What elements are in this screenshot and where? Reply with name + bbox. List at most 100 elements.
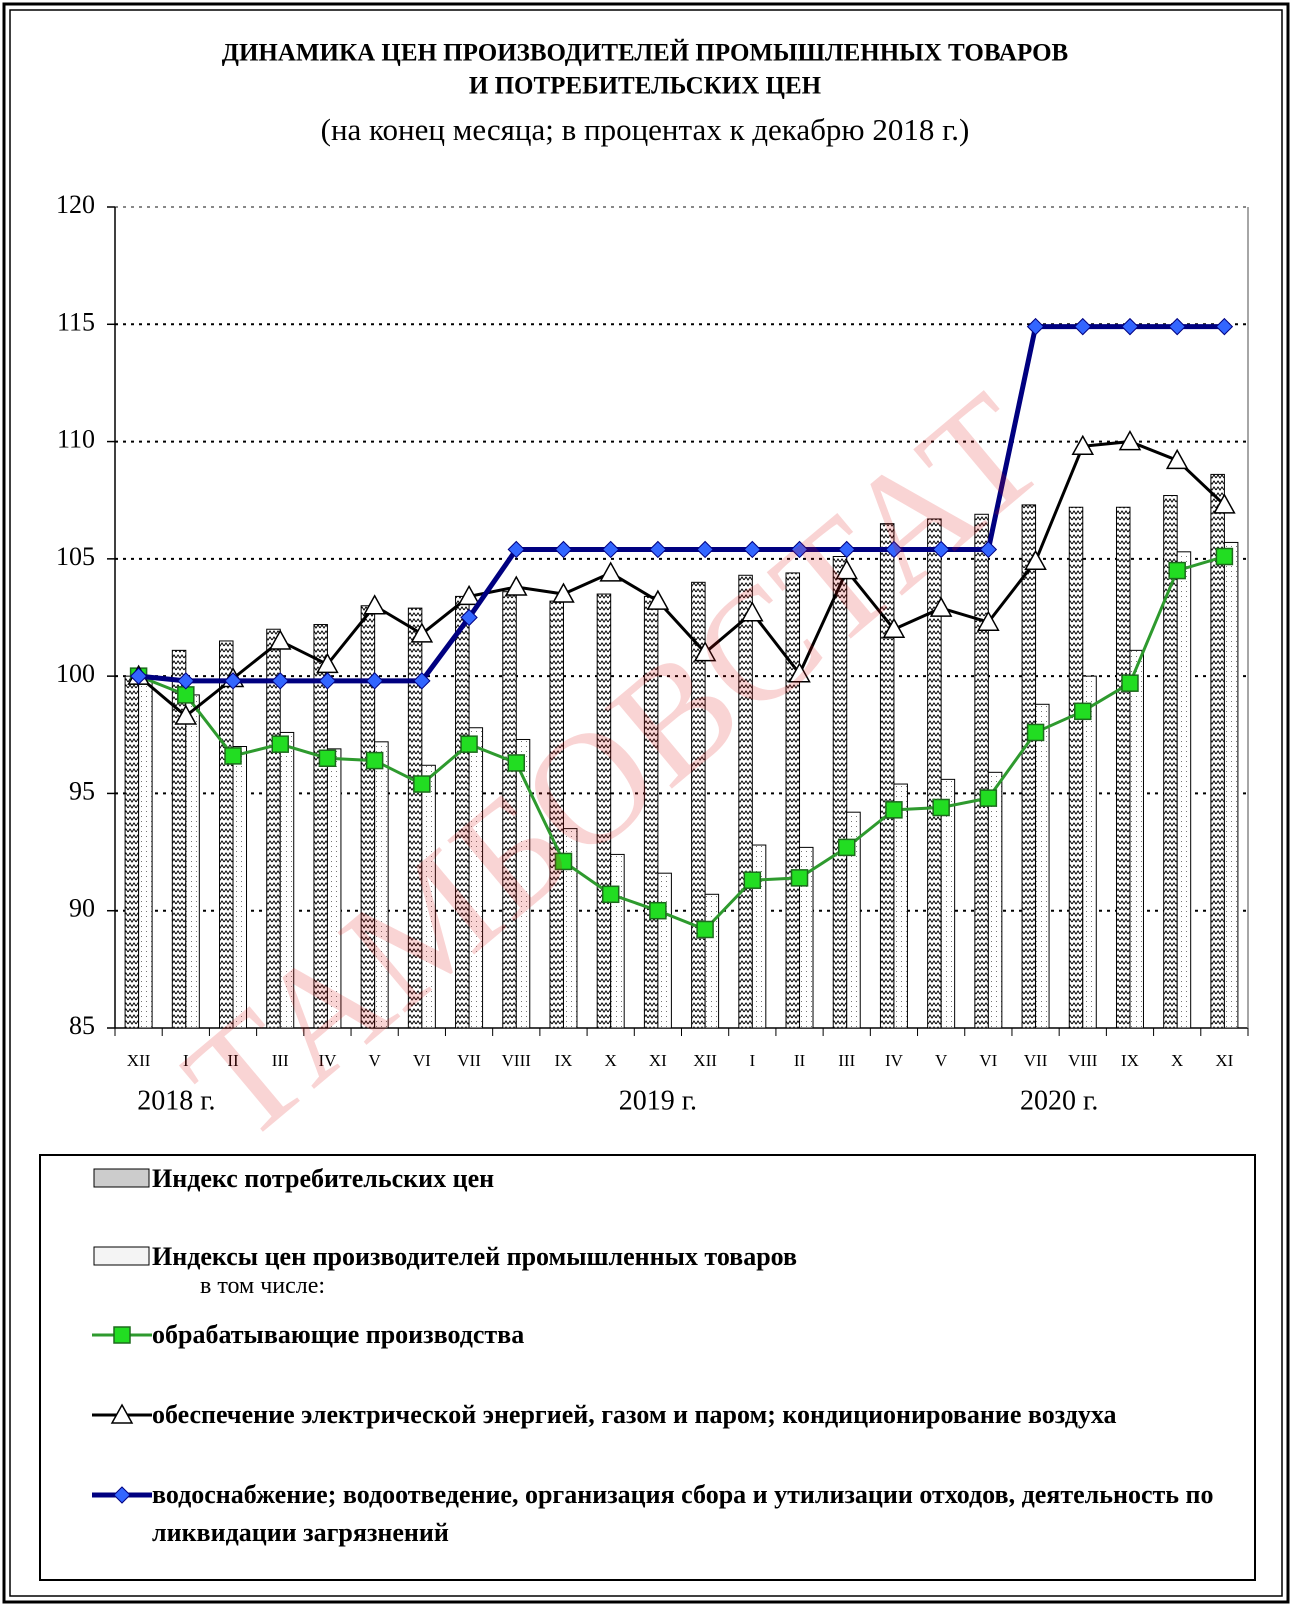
marker (693, 641, 717, 662)
x-tick-label: XI (1215, 1051, 1233, 1070)
bar (704, 893, 720, 1029)
legend-item: водоснабжение; водоотведение, организаци… (92, 1476, 1242, 1552)
legend-label: обрабатывающие производства (152, 1320, 525, 1349)
bar (927, 518, 942, 1029)
legend-item: Индексы цен производителей промышленных … (92, 1238, 1242, 1276)
bar (691, 581, 706, 1029)
bar (279, 731, 295, 1029)
y-tick-label: 120 (56, 190, 95, 219)
marker (271, 672, 289, 690)
marker (601, 540, 620, 559)
x-tick-label: V (369, 1051, 382, 1070)
bar (846, 811, 861, 1029)
x-tick-label: VI (413, 1051, 431, 1070)
marker (174, 704, 198, 725)
y-tick-label: 95 (69, 776, 95, 805)
marker (1026, 317, 1045, 336)
bar (1082, 675, 1097, 1029)
marker (979, 540, 998, 559)
marker (504, 575, 528, 596)
marker (1215, 547, 1234, 566)
bar (785, 572, 801, 1029)
marker (413, 775, 431, 793)
bar (940, 778, 956, 1029)
marker (929, 596, 953, 617)
marker (271, 735, 289, 753)
marker (507, 754, 526, 772)
legend-swatch (93, 1246, 150, 1266)
marker (932, 798, 950, 817)
chart-title: ДИНАМИКА ЦЕН ПРОИЗВОДИТЕЛЕЙ ПРОМЫШЛЕННЫХ… (222, 39, 1068, 67)
legend-swatch (92, 1403, 152, 1424)
marker (129, 667, 148, 685)
bar (596, 593, 612, 1029)
bar (219, 640, 234, 1029)
marker (413, 672, 431, 690)
x-tick-label: II (227, 1051, 239, 1070)
marker (1165, 448, 1189, 470)
marker (649, 901, 667, 920)
bar (1176, 551, 1192, 1029)
x-tick-label: III (838, 1051, 855, 1070)
marker (977, 610, 1000, 631)
legend-swatch (93, 1168, 150, 1188)
legend-item: обрабатывающие производства (92, 1316, 1242, 1354)
bar (1129, 649, 1144, 1029)
x-tick-label: VIII (502, 1051, 532, 1070)
marker (1213, 493, 1236, 514)
bar (374, 741, 389, 1029)
bar (879, 523, 895, 1029)
legend-label: Индекс потребительских цен (152, 1164, 495, 1193)
marker (363, 594, 386, 615)
legend-item: Индекс потребительских цен (92, 1160, 1242, 1198)
y-tick-label: 110 (57, 425, 95, 454)
marker (1168, 317, 1186, 336)
y-tick-label: 90 (69, 894, 95, 923)
bar (987, 771, 1003, 1029)
x-tick-label: IV (885, 1051, 904, 1070)
marker (979, 789, 998, 807)
x-tick-label: VII (457, 1051, 481, 1070)
marker (743, 871, 762, 889)
x-tick-label: XII (693, 1051, 717, 1070)
legend-swatch (92, 1486, 152, 1504)
x-tick-label: X (605, 1051, 617, 1070)
bar (832, 556, 848, 1029)
marker (554, 540, 573, 559)
marker (457, 584, 481, 606)
marker (835, 559, 859, 580)
bar (1068, 506, 1084, 1029)
y-tick-label: 85 (69, 1011, 95, 1040)
year-label: 2020 г. (1020, 1085, 1098, 1116)
marker (788, 662, 811, 683)
marker (885, 540, 903, 559)
x-tick-label: VIII (1068, 1051, 1098, 1070)
year-label: 2019 г. (619, 1085, 697, 1116)
marker (460, 608, 478, 627)
x-tick-label: I (749, 1051, 755, 1070)
y-tick-label: 115 (57, 307, 95, 336)
bar (232, 746, 248, 1029)
marker (552, 582, 575, 603)
chart-title: И ПОТРЕБИТЕЛЬСКИХ ЦЕН (469, 73, 822, 100)
bar (1021, 504, 1037, 1029)
chart-subtitle: (на конец месяца; в процентах к декабрю … (321, 112, 970, 147)
bar (1223, 541, 1239, 1029)
legend-label: Индексы цен производителей промышленных … (152, 1242, 798, 1271)
marker (741, 601, 764, 622)
marker (177, 672, 195, 690)
bar (799, 846, 814, 1029)
x-tick-label: I (183, 1051, 189, 1070)
marker (885, 801, 903, 819)
marker (110, 1403, 134, 1424)
legend-note: в том числе: (200, 1273, 326, 1299)
legend-swatch (93, 1168, 150, 1188)
legend-swatch (92, 1326, 152, 1344)
legend-swatch (93, 1246, 150, 1266)
marker (554, 852, 573, 871)
bar (124, 675, 140, 1029)
bar (138, 675, 153, 1029)
marker (365, 672, 384, 690)
